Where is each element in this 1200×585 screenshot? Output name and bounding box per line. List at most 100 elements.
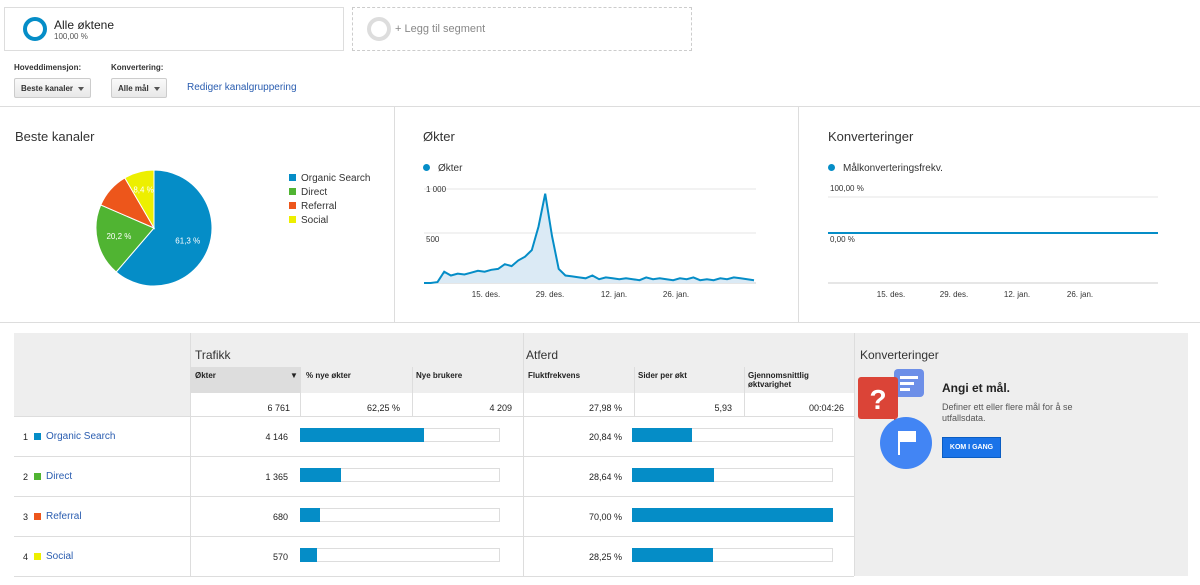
channel-pie-chart: 61,3 % 20,2 % 8,4 % [95, 169, 213, 287]
col-pages-per-session[interactable]: Sider per økt [638, 371, 687, 380]
charts-panels: Beste kanaler 61,3 % 20,2 % 8,4 % Organi… [0, 106, 1200, 323]
total-new-sessions-pct: 62,25 % [366, 403, 400, 413]
sort-desc-icon: ▼ [290, 371, 298, 380]
legend-referral: Referral [289, 201, 337, 212]
svg-text:?: ? [869, 384, 886, 415]
sessions-x-tick-1: 29. des. [536, 290, 564, 299]
sessions-bar [300, 428, 500, 442]
bounce-bar-fill [632, 548, 713, 562]
primary-dimension-dropdown[interactable]: Beste kanaler [14, 78, 91, 98]
get-started-button[interactable]: KOM I GANG [942, 437, 1001, 458]
sessions-x-tick-3: 26. jan. [663, 290, 689, 299]
sessions-bar-fill [300, 468, 341, 482]
channel-color-swatch [34, 553, 41, 560]
promo-text-line1: Definer ett eller flere mål for å se [942, 402, 1073, 412]
bounce-bar-fill [632, 508, 833, 522]
segment-title: Alle øktene [54, 18, 115, 32]
pie-label-organic: 61,3 % [175, 237, 200, 246]
total-new-users: 4 209 [489, 403, 512, 413]
conversions-y-tick-0: 0,00 % [830, 235, 855, 244]
pie-panel-title: Beste kanaler [15, 129, 95, 144]
total-avg-duration: 00:04:26 [808, 403, 844, 413]
add-segment-button[interactable]: + Legg til segment [352, 7, 692, 51]
row-sessions: 4 146 [265, 432, 288, 442]
col-new-sessions-pct[interactable]: % nye økter [306, 371, 351, 380]
sessions-x-tick-0: 15. des. [472, 290, 500, 299]
conversions-x-tick-0: 15. des. [877, 290, 905, 299]
conversions-x-tick-2: 12. jan. [1004, 290, 1030, 299]
sessions-panel-title: Økter [423, 129, 455, 144]
channel-link[interactable]: Referral [46, 511, 82, 522]
conversions-x-tick-1: 29. des. [940, 290, 968, 299]
goal-illustration-icon: ? [858, 369, 938, 469]
sessions-bar-fill [300, 428, 424, 442]
bounce-bar [632, 468, 833, 482]
group-traffic-label: Trafikk [195, 348, 231, 362]
total-sessions: 6 761 [267, 403, 290, 413]
bounce-bar-fill [632, 428, 692, 442]
sessions-bar [300, 508, 500, 522]
conversions-chart: 100,00 % 0,00 % 15. des. 29. des. 12. ja… [828, 184, 1158, 299]
pie-slice-direct[interactable] [95, 204, 155, 273]
conversion-dropdown[interactable]: Alle mål [111, 78, 167, 98]
row-sessions: 680 [272, 512, 288, 522]
segment-all-sessions[interactable]: Alle øktene 100,00 % [4, 7, 344, 51]
channel-link[interactable]: Organic Search [46, 431, 116, 442]
total-bounce-rate: 27,98 % [588, 403, 622, 413]
sessions-area [424, 193, 754, 283]
channel-link[interactable]: Direct [46, 471, 73, 482]
legend-organic: Organic Search [289, 173, 370, 184]
bounce-bar [632, 428, 833, 442]
primary-dimension-value: Beste kanaler [21, 84, 74, 93]
bounce-bar-fill [632, 468, 714, 482]
row-sessions: 1 365 [265, 472, 288, 482]
col-avg-session-duration[interactable]: Gjennomsnittlig øktvarighet [748, 371, 809, 389]
channel-link[interactable]: Social [46, 551, 74, 562]
row-index: 1 [23, 432, 29, 442]
sessions-bar-fill [300, 548, 317, 562]
row-index: 2 [23, 472, 29, 482]
col-new-users[interactable]: Nye brukere [416, 371, 463, 380]
sessions-bar [300, 468, 500, 482]
pie-slice-organic-search[interactable] [115, 169, 213, 287]
legend-direct: Direct [289, 187, 327, 198]
group-behavior-label: Atferd [526, 348, 559, 362]
edit-channel-grouping-link[interactable]: Rediger kanalgruppering [187, 82, 297, 93]
bounce-bar [632, 508, 833, 522]
row-index: 4 [23, 552, 29, 562]
sessions-line [424, 193, 755, 284]
conversions-x-tick-3: 26. jan. [1067, 290, 1093, 299]
chevron-down-icon [78, 87, 84, 91]
chevron-down-icon [154, 87, 160, 91]
pie-label-social: 8,4 % [133, 185, 153, 194]
sessions-chart: 1 000 500 15. des. 29. des. 12. jan. 26.… [424, 185, 756, 299]
promo-title: Angi et mål. [942, 381, 1011, 395]
sessions-x-tick-2: 12. jan. [601, 290, 627, 299]
legend-social: Social [289, 215, 328, 226]
sessions-bar-fill [300, 508, 320, 522]
row-bounce: 70,00 % [588, 512, 622, 522]
sessions-bar [300, 548, 500, 562]
empty-circle-icon [367, 17, 391, 41]
row-sessions: 570 [272, 552, 288, 562]
segment-circle-icon [23, 17, 47, 41]
primary-dimension-label: Hoveddimensjon: [14, 63, 82, 72]
pie-slice-social[interactable] [124, 169, 155, 230]
group-conversions-label: Konverteringer [860, 348, 939, 362]
row-bounce: 20,84 % [588, 432, 622, 442]
segment-percentage: 100,00 % [54, 32, 88, 41]
conversions-legend: Målkonverteringsfrekv. [828, 163, 943, 174]
col-sessions[interactable]: Økter [195, 371, 216, 380]
sessions-legend: Økter [423, 163, 462, 174]
conversion-value: Alle mål [118, 84, 149, 93]
channel-color-swatch [34, 513, 41, 520]
pie-label-direct: 20,2 % [106, 232, 131, 241]
add-segment-label: + Legg til segment [395, 23, 486, 35]
channel-color-swatch [34, 433, 41, 440]
data-table: Trafikk Atferd Konverteringer Økter ▼ % … [14, 333, 1188, 577]
promo-text-line2: utfallsdata. [942, 413, 986, 423]
col-bounce-rate[interactable]: Fluktfrekvens [528, 371, 581, 380]
conversions-panel-title: Konverteringer [828, 129, 914, 144]
total-pages-per-session: 5,93 [714, 403, 732, 413]
row-bounce: 28,64 % [588, 472, 622, 482]
